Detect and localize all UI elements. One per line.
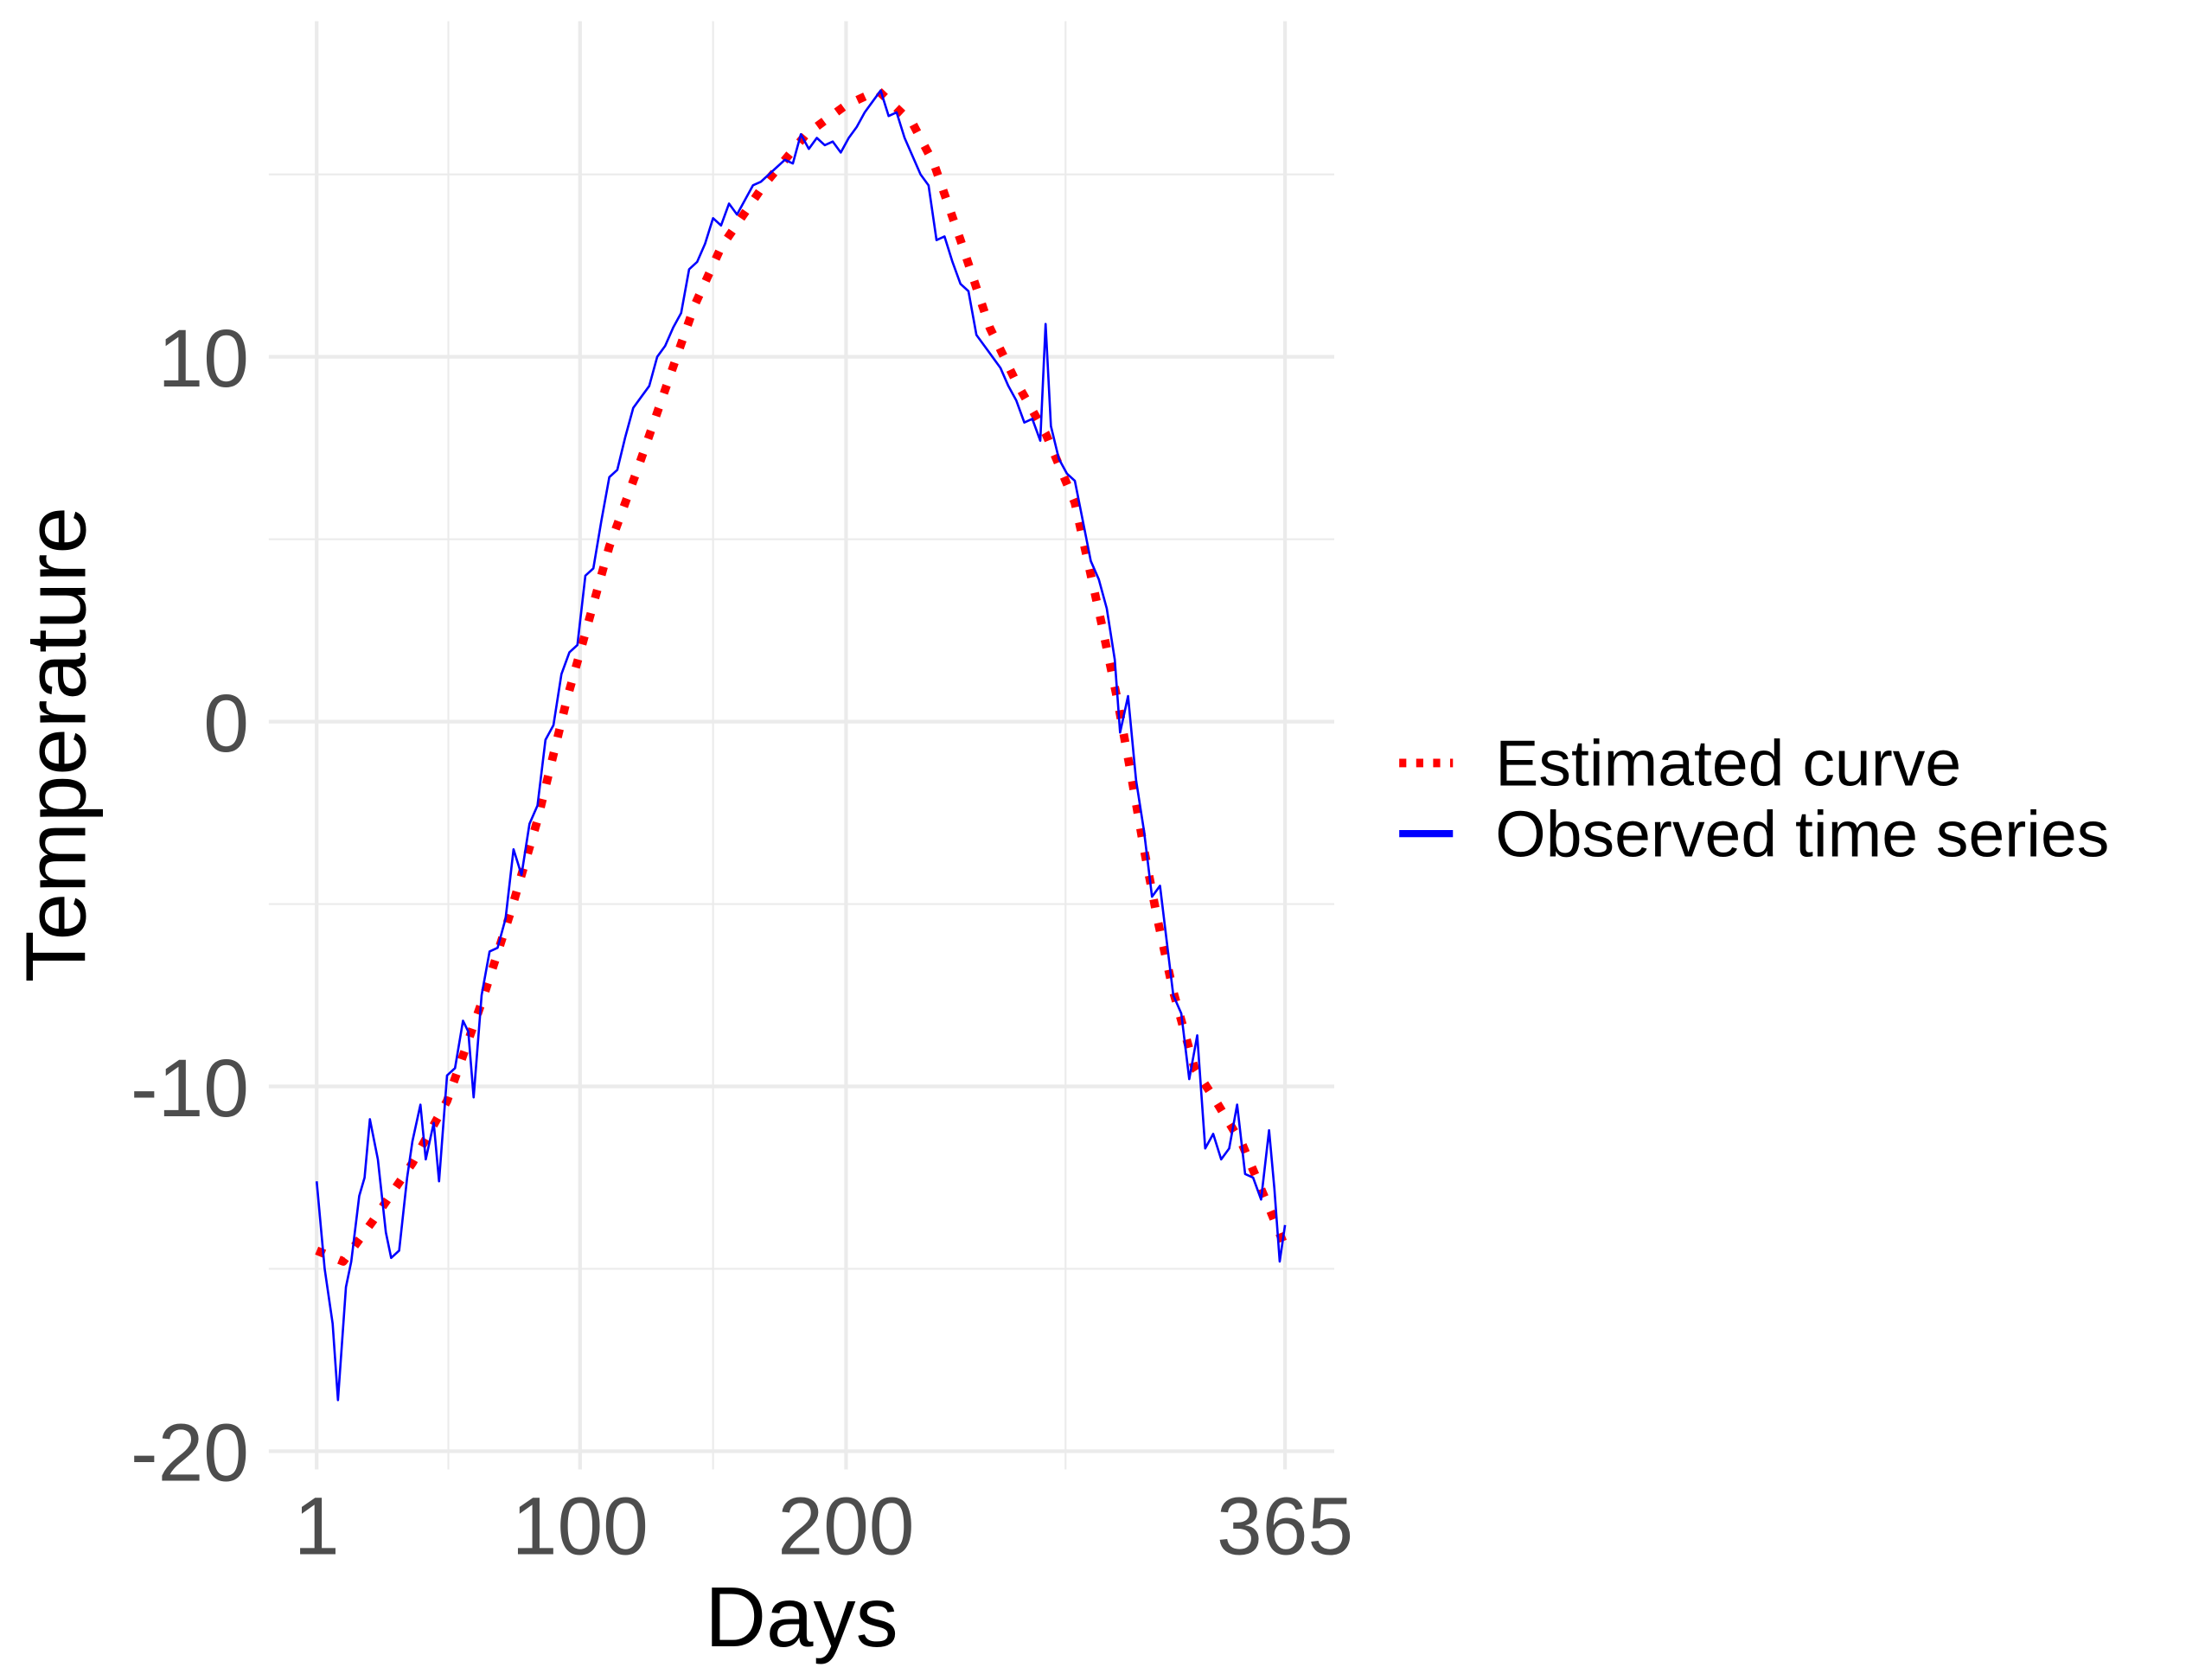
x-tick-label: 200 xyxy=(777,1481,914,1573)
y-tick-label: 10 xyxy=(158,313,249,405)
x-axis-label: Days xyxy=(705,1569,898,1664)
series-line xyxy=(315,89,1287,1402)
x-tick-label: 365 xyxy=(1217,1481,1353,1573)
y-tick-label: -20 xyxy=(131,1408,249,1499)
legend-label: Estimated curve xyxy=(1495,727,1961,800)
x-tick-label: 100 xyxy=(512,1481,649,1573)
y-tick-label: 0 xyxy=(203,678,249,770)
x-tick-label: 1 xyxy=(294,1481,340,1573)
y-axis-label: Temperature xyxy=(8,507,103,982)
y-tick-label: -10 xyxy=(131,1043,249,1134)
legend-label: Observed time series xyxy=(1495,797,2109,870)
